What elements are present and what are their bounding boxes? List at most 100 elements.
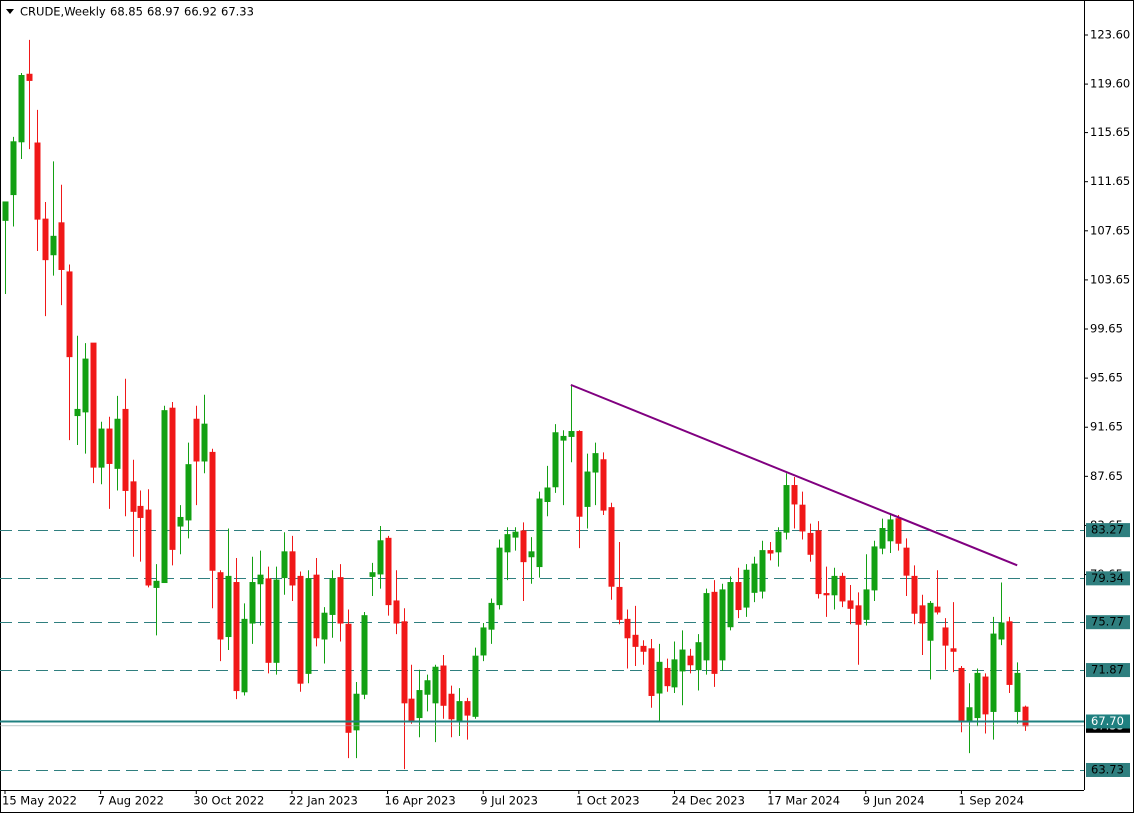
candle-body	[791, 485, 798, 505]
candle-body	[616, 586, 623, 620]
candle-body	[313, 574, 320, 639]
candle-body	[823, 593, 830, 596]
candle-body	[440, 665, 447, 706]
candle-body	[727, 582, 734, 628]
candle-body	[592, 453, 599, 473]
candle-body	[193, 418, 200, 462]
y-tick-label: 91.65	[1090, 420, 1123, 434]
x-tick-label: 15 May 2022	[2, 794, 77, 808]
candle-body	[130, 481, 137, 512]
candle-body	[26, 73, 33, 81]
candle-body	[90, 342, 97, 468]
candle-body	[98, 428, 105, 468]
candle-body	[321, 612, 328, 640]
candle-body	[169, 407, 176, 550]
candle-body	[934, 606, 941, 613]
candle-body	[735, 582, 742, 611]
level-box	[1086, 615, 1130, 630]
y-tick-label: 103.65	[1090, 272, 1130, 286]
candle-body	[456, 701, 463, 722]
plot-area	[0, 39, 1084, 771]
candle-body	[273, 579, 280, 663]
candle-body	[608, 507, 615, 587]
candle-body	[448, 693, 455, 720]
candle-body	[903, 547, 910, 576]
candle-body	[82, 358, 89, 413]
candle-body	[751, 563, 758, 593]
candle-body	[153, 580, 160, 588]
candle-body	[950, 648, 957, 652]
x-tick-label: 1 Oct 2023	[576, 794, 640, 808]
candle-body	[560, 435, 567, 441]
candle-body	[480, 627, 487, 656]
candle-body	[887, 519, 894, 542]
candle-body	[632, 634, 639, 647]
candle-body	[855, 605, 862, 625]
candle-body	[568, 431, 575, 437]
candle-body	[863, 589, 870, 620]
candle-body	[305, 578, 312, 674]
candle-body	[942, 627, 949, 646]
candle-body	[217, 572, 224, 640]
candle-body	[743, 569, 750, 608]
candle-body	[847, 600, 854, 609]
candle-body	[982, 676, 989, 715]
candle-body	[656, 661, 663, 694]
candle-body	[927, 602, 934, 641]
candle-body	[1014, 672, 1021, 712]
level-label: 83.27	[1091, 523, 1124, 537]
x-tick-label: 22 Jan 2023	[289, 794, 358, 808]
x-tick-label: 9 Jun 2024	[863, 794, 925, 808]
header-low: 66.92	[184, 5, 217, 19]
y-tick-label: 95.65	[1090, 371, 1123, 385]
candle-body	[161, 410, 168, 584]
candle-body	[990, 633, 997, 712]
candle-body	[265, 578, 272, 663]
candle-body	[759, 550, 766, 592]
candle-body	[353, 693, 360, 731]
candle-body	[544, 487, 551, 502]
trendline	[570, 383, 1018, 567]
candle-body	[416, 690, 423, 719]
candle-body	[233, 582, 240, 692]
candle-body	[424, 680, 431, 695]
candle-body	[687, 655, 694, 666]
candle-body	[711, 591, 718, 674]
candle-body	[488, 602, 495, 630]
candle-body	[640, 645, 647, 652]
x-tick-label: 1 Sep 2024	[958, 794, 1024, 808]
level-label: 63.73	[1091, 762, 1124, 776]
candle-body	[401, 621, 408, 704]
candle-body	[815, 530, 822, 595]
candle-body	[257, 574, 264, 585]
candle-body	[998, 622, 1005, 640]
candle-body	[528, 551, 535, 558]
x-tick-label: 16 Apr 2023	[385, 794, 456, 808]
candle-body	[209, 451, 216, 571]
x-tick-label: 24 Dec 2023	[671, 794, 744, 808]
candle-body	[895, 518, 902, 544]
axes: 123.60 119.60 115.65 111.65 107.65 103.65 99.6…	[2, 27, 1130, 807]
candle-body	[385, 537, 392, 606]
level-box	[1086, 663, 1130, 678]
level-box	[1086, 523, 1130, 538]
level-box	[1086, 762, 1130, 777]
candle-body	[432, 666, 439, 704]
candle-body	[767, 550, 774, 554]
y-tick-label: 123.60	[1090, 27, 1130, 41]
y-tick-label: 87.65	[1090, 469, 1123, 483]
candle-body	[911, 575, 918, 614]
candle-body	[584, 471, 591, 507]
candle-body	[624, 618, 631, 639]
candle-body	[600, 459, 607, 511]
candle-body	[664, 667, 671, 687]
candle-body	[337, 577, 344, 624]
candle-body	[464, 701, 471, 716]
candle-body	[225, 575, 232, 638]
candle-body	[249, 582, 256, 624]
candle-body	[74, 408, 81, 417]
candle-body	[185, 464, 192, 521]
candle-body	[871, 546, 878, 591]
y-tick-label: 119.60	[1090, 77, 1130, 91]
